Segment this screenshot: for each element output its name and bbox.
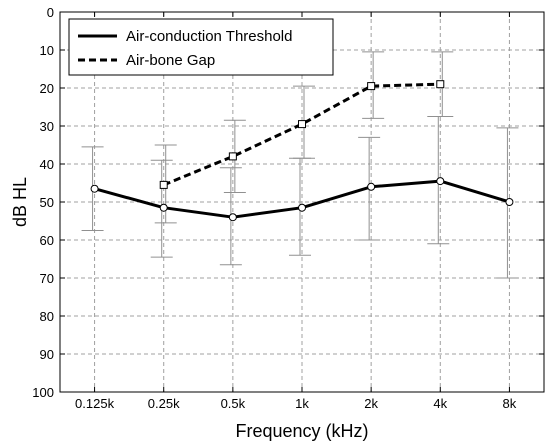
y-tick-label: 40 (40, 157, 54, 172)
plot-frame (59, 11, 545, 393)
x-tick-labels: 0.125k 0.25k 0.5k 1k 2k 4k 8k (75, 396, 517, 411)
data-point-air-conduction (298, 203, 306, 212)
legend-label-air-bone-gap: Air-bone Gap (126, 52, 215, 69)
y-tick-label: 30 (40, 119, 54, 134)
y-axis-label: dB HL (10, 177, 30, 227)
x-tick-label: 0.125k (75, 396, 115, 411)
x-tick-label: 2k (364, 396, 378, 411)
x-tick-label: 0.25k (148, 396, 180, 411)
data-point-air-conduction (90, 184, 99, 193)
legend-label-air-conduction: Air-conduction Threshold (126, 28, 292, 45)
legend-box (68, 18, 334, 76)
data-point-air-conduction (436, 177, 445, 186)
error-bars (81, 51, 519, 279)
x-tick-label: 1k (295, 396, 309, 411)
y-tick-label: 100 (32, 385, 54, 400)
y-tick-label: 50 (40, 195, 54, 210)
y-tick-label: 70 (40, 271, 54, 286)
y-tick-labels: 0 10 20 30 40 50 60 70 80 90 100 (32, 5, 54, 400)
legend: Air-conduction Threshold Air-bone Gap (68, 18, 334, 76)
data-point-air-bone-gap (159, 180, 168, 189)
x-axis-label: Frequency (kHz) (235, 421, 368, 441)
y-tick-label: 20 (40, 81, 54, 96)
air-bone-gap-line (163, 82, 441, 187)
x-tick-label: 8k (503, 396, 517, 411)
x-tick-label: 4k (433, 396, 447, 411)
x-tick-label: 0.5k (221, 396, 246, 411)
data-point-air-bone-gap (228, 152, 237, 161)
data-point-air-conduction (159, 203, 168, 212)
y-tick-label: 0 (47, 5, 54, 20)
y-tick-label: 90 (40, 347, 54, 362)
y-tick-label: 60 (40, 233, 54, 248)
data-point-air-bone-gap (367, 82, 376, 91)
data-point-air-conduction (505, 198, 514, 206)
data-point-air-bone-gap (436, 80, 445, 89)
data-point-air-conduction (367, 182, 376, 191)
series-markers (90, 80, 514, 222)
y-tick-label: 10 (40, 43, 54, 58)
data-point-air-conduction (228, 213, 237, 222)
data-point-air-bone-gap (298, 120, 306, 129)
y-tick-label: 80 (40, 309, 54, 324)
